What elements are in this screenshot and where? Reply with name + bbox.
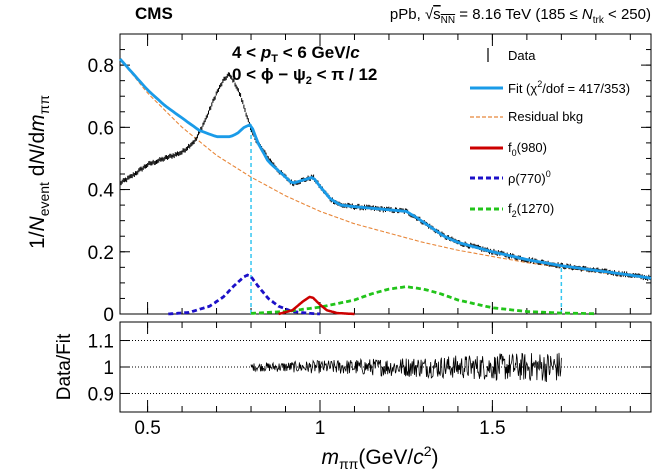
legend: Data Fit (χ2/dof = 417/353) Residual bkg… [470, 48, 630, 219]
phi-range-annotation: 0 < ϕ − ψ2 < π / 12 [232, 65, 377, 87]
ratio-y-axis-label: Data/Fit [54, 333, 75, 400]
ratio-y-tick-label: 1.1 [88, 332, 114, 353]
ratio-y-tick-label: 1 [103, 358, 114, 379]
ratio-plot-content: 0.9 1 1.1 0.5 1 1.5 [88, 322, 651, 439]
f2-curve [250, 285, 596, 316]
legend-data-label: Data [508, 48, 536, 63]
legend-f2-label: f2(1270) [508, 201, 554, 219]
pt-range-annotation: 4 < pT < 6 GeV/c [232, 43, 360, 65]
main-plot-curves [118, 57, 652, 316]
f0-curve [278, 295, 355, 316]
y-tick-label: 0 [103, 305, 114, 326]
sqrt-sign: √ [425, 6, 434, 23]
legend-f0-label: f0(980) [508, 140, 547, 158]
rho-curve [168, 273, 321, 316]
main-y-axis-label: 1/Nevent dN/dmππ [26, 95, 52, 249]
x-tick-label: 0.5 [134, 418, 160, 439]
x-tick-label: 1.5 [479, 418, 505, 439]
fit-curve [118, 57, 652, 280]
y-tick-label: 0.6 [88, 118, 114, 139]
experiment-label: CMS [135, 4, 173, 23]
legend-fit-label: Fit (χ2/dof = 417/353) [508, 79, 630, 96]
main-panel-frame [119, 33, 652, 315]
y-tick-label: 0.4 [88, 181, 115, 202]
collision-info: pPb, √sNN = 8.16 TeV (185 ≤ Ntrk < 250) [390, 6, 651, 26]
y-tick-label: 0.8 [88, 56, 114, 77]
legend-rho-label: ρ(770)0 [508, 169, 551, 186]
ratio-data-trace [250, 352, 562, 383]
legend-residual-label: Residual bkg [508, 109, 583, 124]
x-axis-label: mππ(GeV/c2) [322, 443, 439, 472]
x-tick-label: 1 [315, 418, 326, 439]
residual-bkg-curve [119, 58, 652, 279]
main-axis-ticks: 0 0.2 0.4 0.6 0.8 [88, 34, 651, 326]
ratio-y-tick-label: 0.9 [88, 384, 114, 405]
y-tick-label: 0.2 [88, 243, 114, 264]
